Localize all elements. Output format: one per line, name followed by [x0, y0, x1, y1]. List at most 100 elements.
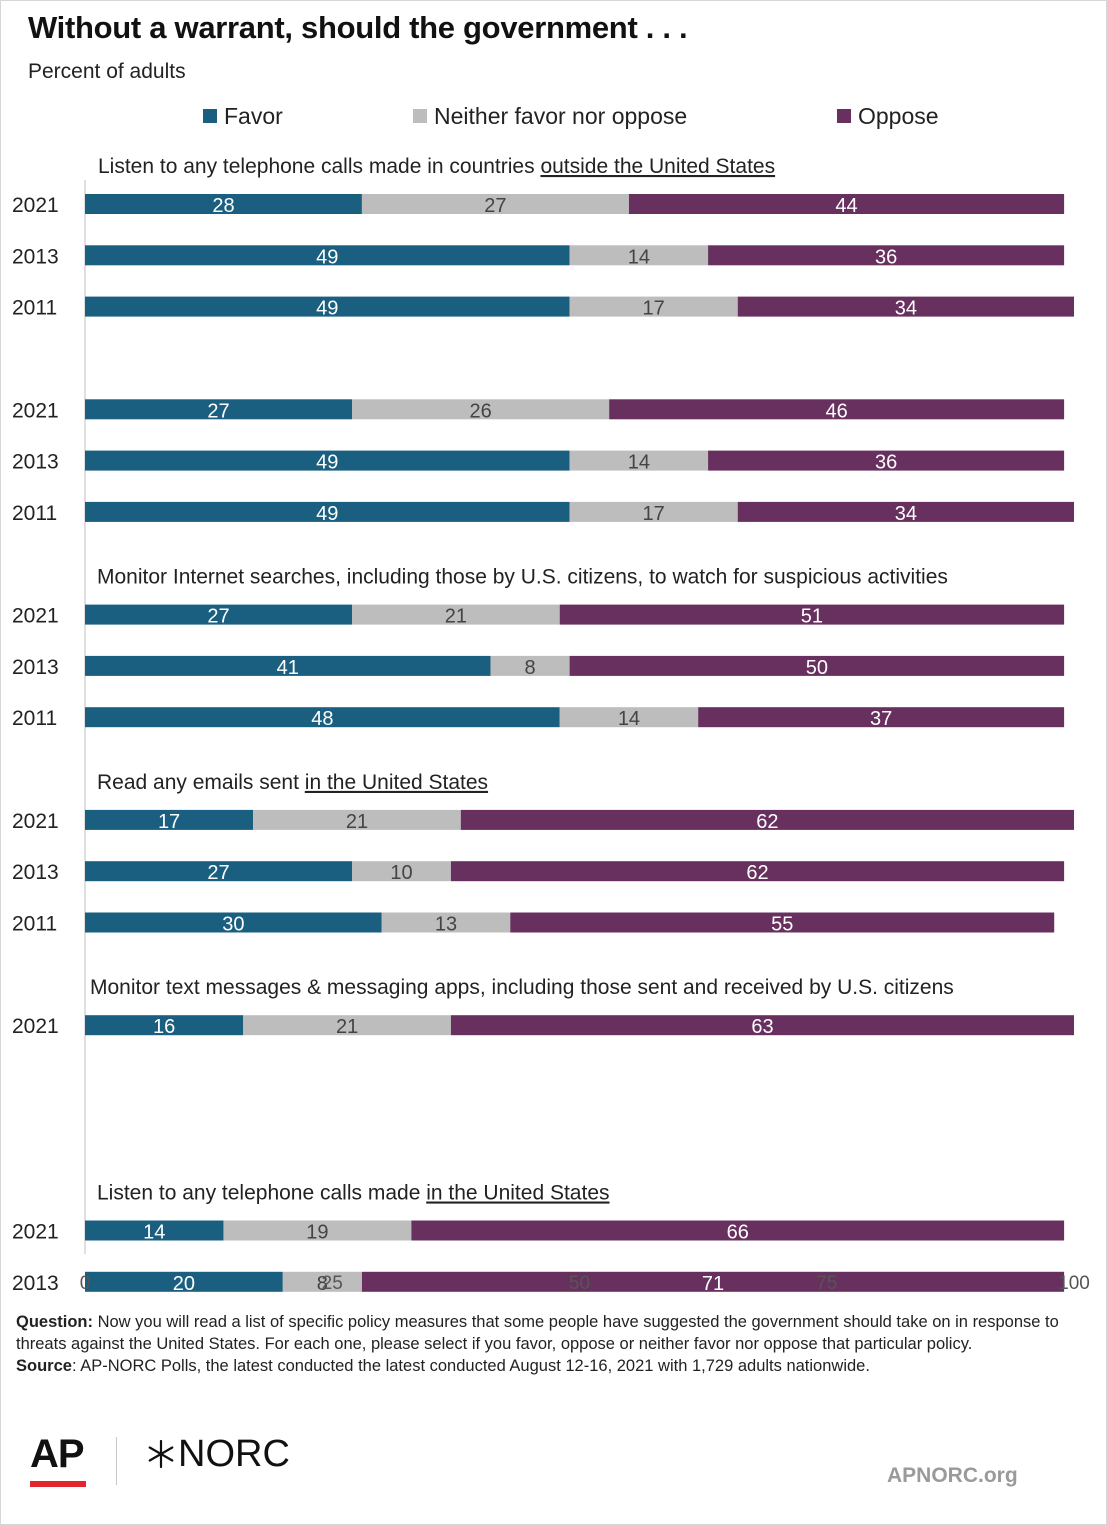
question-label-text: Listen to any telephone calls made	[97, 1182, 426, 1205]
data-label-neither: 14	[628, 452, 650, 474]
bar-segment-neither	[569, 450, 709, 471]
year-label: 2013	[12, 861, 59, 884]
bar-segment-favor	[85, 1220, 224, 1241]
year-label: 2011	[12, 913, 57, 936]
question-note: Question: Now you will read a list of sp…	[16, 1311, 1091, 1355]
data-label-neither: 8	[524, 657, 535, 679]
year-label: 2013	[12, 245, 59, 268]
bar-segment-favor	[85, 1271, 283, 1292]
bar-segment-neither	[569, 501, 738, 522]
data-label-neither: 8	[317, 1273, 328, 1295]
x-tick-label: 50	[569, 1273, 590, 1294]
data-label-neither: 21	[336, 1016, 358, 1038]
data-label-favor: 20	[173, 1273, 195, 1295]
ap-logo: AP	[30, 1432, 85, 1476]
bar-segment-neither	[381, 912, 511, 933]
site-url: APNORC.org	[887, 1464, 1018, 1487]
bar-segment-favor	[85, 245, 570, 266]
data-label-neither: 26	[469, 400, 491, 422]
ap-logo-underline	[30, 1481, 86, 1487]
legend-label-favor: Favor	[224, 102, 283, 129]
question-label: Listen to any telephone calls made in co…	[98, 155, 775, 178]
data-label-neither: 19	[306, 1222, 328, 1244]
data-label-neither: 13	[435, 914, 457, 936]
bar-segment-favor	[85, 655, 491, 676]
bar-segment-favor	[85, 450, 570, 471]
bar-segment-neither	[559, 707, 699, 728]
bar-segment-oppose	[559, 604, 1065, 625]
year-label: 2013	[12, 656, 59, 679]
bar-segment-neither	[569, 296, 738, 317]
x-tick-label: 25	[322, 1273, 343, 1294]
data-label-oppose: 62	[756, 811, 778, 833]
chart-title: Without a warrant, should the government…	[28, 10, 688, 45]
data-label-neither: 14	[628, 246, 650, 268]
data-label-favor: 27	[207, 862, 229, 884]
bar-segment-neither	[282, 1271, 362, 1292]
source-note-text: : AP-NORC Polls, the latest conducted th…	[71, 1357, 870, 1375]
data-label-oppose: 55	[771, 914, 793, 936]
data-label-oppose: 50	[806, 657, 828, 679]
data-label-favor: 27	[207, 606, 229, 628]
data-label-oppose: 37	[870, 708, 892, 730]
data-label-oppose: 71	[702, 1273, 724, 1295]
norc-star-icon	[148, 1439, 174, 1469]
data-label-favor: 41	[277, 657, 299, 679]
question-label-underline: in the United States	[305, 771, 488, 794]
bar-segment-favor	[85, 861, 353, 882]
legend-swatch-neither	[413, 109, 427, 123]
bar-segment-favor	[85, 604, 353, 625]
bar-segment-neither	[223, 1220, 412, 1241]
bar-segment-favor	[85, 1015, 244, 1036]
data-label-oppose: 34	[895, 298, 917, 320]
bar-segment-oppose	[737, 296, 1074, 317]
year-label: 2013	[12, 1272, 59, 1295]
year-label: 2021	[12, 810, 59, 833]
data-label-neither: 21	[445, 606, 467, 628]
question-label-underline: outside the United States	[540, 155, 775, 178]
data-label-favor: 27	[207, 400, 229, 422]
stacked-bar-chart: Listen to any telephone calls made in co…	[12, 155, 1090, 1295]
data-label-favor: 16	[153, 1016, 175, 1038]
question-label-underline: in the United States	[426, 1182, 609, 1205]
norc-logo: NORC	[146, 1432, 290, 1476]
bar-segment-favor	[85, 707, 560, 728]
bar-segment-oppose	[708, 245, 1065, 266]
norc-logo-text: NORC	[178, 1433, 290, 1475]
bar-segment-favor	[85, 501, 570, 522]
data-label-neither: 17	[643, 298, 665, 320]
bar-segment-oppose	[460, 809, 1074, 830]
data-label-oppose: 62	[746, 862, 768, 884]
legend-label-neither: Neither favor nor oppose	[434, 102, 688, 129]
data-label-favor: 49	[316, 298, 338, 320]
year-label: 2021	[12, 194, 59, 217]
x-tick-label: 0	[80, 1273, 91, 1294]
bar-segment-neither	[490, 655, 570, 676]
bar-segment-favor	[85, 912, 382, 933]
bar-segment-oppose	[609, 399, 1065, 420]
question-label: Listen to any telephone calls made in th…	[97, 1182, 610, 1205]
legend-swatch-oppose	[837, 109, 851, 123]
x-tick-label: 75	[816, 1273, 837, 1294]
bar-segment-oppose	[628, 194, 1065, 214]
data-label-neither: 21	[346, 811, 368, 833]
data-label-favor: 49	[316, 503, 338, 525]
bar-segment-favor	[85, 399, 353, 420]
legend-item-neither: Neither favor nor oppose	[413, 103, 687, 129]
data-label-neither: 14	[618, 708, 640, 730]
question-label: Monitor Internet searches, including tho…	[97, 566, 948, 589]
year-label: 2013	[12, 451, 59, 474]
year-label: 2021	[12, 605, 59, 628]
year-label: 2021	[12, 1015, 59, 1038]
data-label-favor: 30	[222, 914, 244, 936]
chart-subtitle: Percent of adults	[28, 60, 186, 83]
bar-segment-favor	[85, 194, 362, 214]
logo-divider	[116, 1437, 117, 1485]
data-label-favor: 17	[158, 811, 180, 833]
question-label-text: Monitor Internet searches, including tho…	[97, 566, 948, 589]
bar-segment-oppose	[411, 1220, 1065, 1241]
data-label-oppose: 63	[751, 1016, 773, 1038]
data-label-favor: 48	[311, 708, 333, 730]
legend-item-oppose: Oppose	[837, 103, 939, 129]
bar-segment-favor	[85, 809, 254, 830]
